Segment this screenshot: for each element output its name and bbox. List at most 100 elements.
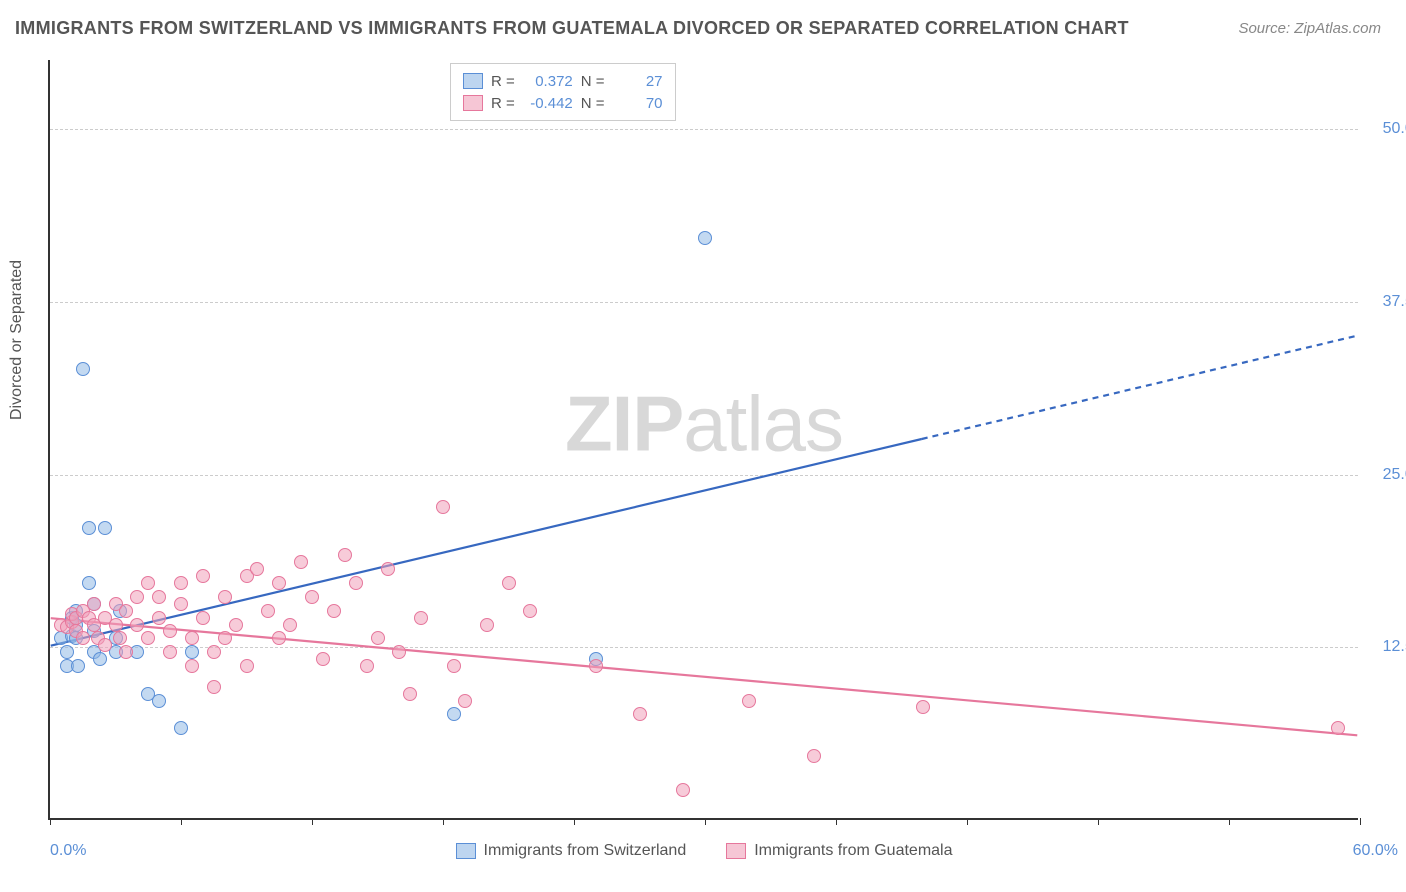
- x-tick: [181, 818, 182, 825]
- data-point-a: [71, 659, 85, 673]
- chart-title: IMMIGRANTS FROM SWITZERLAND VS IMMIGRANT…: [15, 18, 1129, 39]
- trend-lines: [50, 60, 1358, 818]
- data-point-b: [447, 659, 461, 673]
- data-point-b: [185, 659, 199, 673]
- data-point-b: [218, 590, 232, 604]
- data-point-a: [93, 652, 107, 666]
- data-point-b: [523, 604, 537, 618]
- data-point-a: [152, 694, 166, 708]
- series-b-label: Immigrants from Guatemala: [754, 842, 952, 860]
- data-point-b: [272, 631, 286, 645]
- data-point-a: [82, 521, 96, 535]
- y-tick-label: 37.5%: [1368, 293, 1406, 311]
- legend-row-a: R = 0.372 N = 27: [463, 70, 663, 92]
- x-axis-right-label: 60.0%: [1353, 842, 1398, 860]
- data-point-b: [87, 597, 101, 611]
- data-point-b: [414, 611, 428, 625]
- data-point-b: [119, 645, 133, 659]
- data-point-b: [589, 659, 603, 673]
- x-tick: [312, 818, 313, 825]
- data-point-b: [130, 590, 144, 604]
- data-point-b: [327, 604, 341, 618]
- y-tick-label: 25.0%: [1368, 466, 1406, 484]
- swatch-b-icon: [463, 95, 483, 111]
- data-point-b: [480, 618, 494, 632]
- n-label: N =: [581, 95, 605, 112]
- swatch-a-icon: [463, 73, 483, 89]
- data-point-b: [403, 687, 417, 701]
- data-point-b: [119, 604, 133, 618]
- data-point-a: [82, 576, 96, 590]
- data-point-b: [163, 645, 177, 659]
- r-label: R =: [491, 95, 515, 112]
- data-point-b: [174, 597, 188, 611]
- data-point-a: [76, 362, 90, 376]
- watermark-atlas: atlas: [683, 379, 843, 467]
- data-point-b: [360, 659, 374, 673]
- data-point-b: [338, 548, 352, 562]
- r-value-a: 0.372: [523, 73, 573, 90]
- x-tick: [836, 818, 837, 825]
- data-point-b: [633, 707, 647, 721]
- data-point-b: [109, 618, 123, 632]
- gridline: [50, 129, 1358, 130]
- y-tick-label: 12.5%: [1368, 638, 1406, 656]
- data-point-b: [152, 611, 166, 625]
- data-point-b: [113, 631, 127, 645]
- data-point-b: [229, 618, 243, 632]
- data-point-b: [152, 590, 166, 604]
- data-point-b: [305, 590, 319, 604]
- x-tick: [1229, 818, 1230, 825]
- data-point-b: [272, 576, 286, 590]
- data-point-b: [163, 624, 177, 638]
- data-point-b: [349, 576, 363, 590]
- plot-area: ZIPatlas 12.5%25.0%37.5%50.0% 0.0% 60.0%…: [48, 60, 1358, 820]
- data-point-a: [98, 521, 112, 535]
- y-axis-label: Divorced or Separated: [8, 260, 26, 420]
- data-point-b: [240, 659, 254, 673]
- data-point-b: [392, 645, 406, 659]
- data-point-a: [698, 231, 712, 245]
- x-tick: [443, 818, 444, 825]
- data-point-b: [141, 631, 155, 645]
- data-point-b: [261, 604, 275, 618]
- gridline: [50, 475, 1358, 476]
- x-tick: [50, 818, 51, 825]
- r-value-b: -0.442: [523, 95, 573, 112]
- series-a-label: Immigrants from Switzerland: [484, 842, 687, 860]
- data-point-b: [916, 700, 930, 714]
- data-point-b: [742, 694, 756, 708]
- x-tick: [1098, 818, 1099, 825]
- data-point-b: [218, 631, 232, 645]
- r-label: R =: [491, 73, 515, 90]
- data-point-b: [196, 611, 210, 625]
- data-point-a: [185, 645, 199, 659]
- series-legend: Immigrants from Switzerland Immigrants f…: [50, 842, 1358, 860]
- data-point-b: [76, 631, 90, 645]
- y-tick-label: 50.0%: [1368, 120, 1406, 138]
- watermark-zip: ZIP: [565, 379, 683, 467]
- data-point-b: [283, 618, 297, 632]
- x-tick: [574, 818, 575, 825]
- n-value-a: 27: [613, 73, 663, 90]
- data-point-b: [141, 576, 155, 590]
- x-tick: [1360, 818, 1361, 825]
- data-point-b: [381, 562, 395, 576]
- data-point-b: [196, 569, 210, 583]
- data-point-b: [371, 631, 385, 645]
- legend-item-a: Immigrants from Switzerland: [456, 842, 687, 860]
- data-point-b: [676, 783, 690, 797]
- data-point-b: [458, 694, 472, 708]
- gridline: [50, 302, 1358, 303]
- data-point-b: [294, 555, 308, 569]
- data-point-b: [316, 652, 330, 666]
- data-point-b: [1331, 721, 1345, 735]
- gridline: [50, 647, 1358, 648]
- data-point-b: [98, 638, 112, 652]
- swatch-a-icon: [456, 843, 476, 859]
- data-point-b: [174, 576, 188, 590]
- x-tick: [967, 818, 968, 825]
- data-point-b: [207, 645, 221, 659]
- legend-row-b: R = -0.442 N = 70: [463, 92, 663, 114]
- data-point-b: [807, 749, 821, 763]
